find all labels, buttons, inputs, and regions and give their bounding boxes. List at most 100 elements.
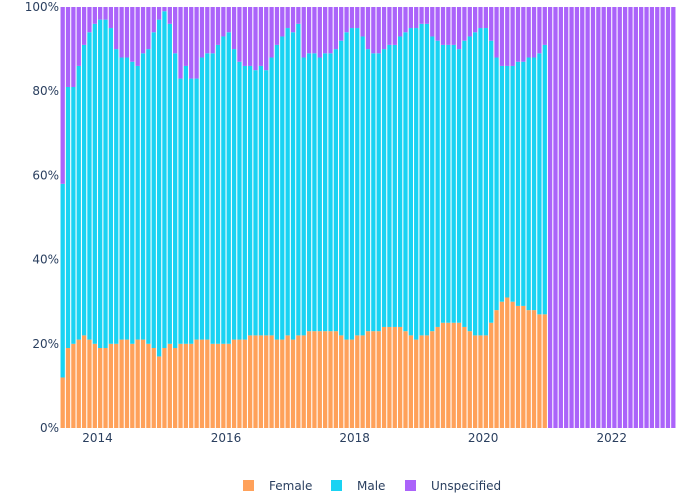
bar-segment-unspecified[interactable] xyxy=(408,7,413,29)
bar-segment-female[interactable] xyxy=(178,343,183,428)
bar-segment-unspecified[interactable] xyxy=(167,7,172,24)
bar-segment-female[interactable] xyxy=(456,322,462,428)
bar-segment-male[interactable] xyxy=(87,32,92,340)
bar-segment-female[interactable] xyxy=(65,348,71,428)
bar-segment-female[interactable] xyxy=(285,335,290,428)
bar-segment-female[interactable] xyxy=(87,339,92,428)
bar-segment-unspecified[interactable] xyxy=(135,7,140,66)
bar-segment-unspecified[interactable] xyxy=(371,7,376,54)
bar-segment-female[interactable] xyxy=(189,343,194,428)
bar-segment-male[interactable] xyxy=(440,44,446,323)
bar-segment-male[interactable] xyxy=(398,36,403,327)
bar-segment-female[interactable] xyxy=(398,326,403,428)
bar-segment-male[interactable] xyxy=(92,23,97,344)
bar-segment-male[interactable] xyxy=(392,44,397,327)
bar-segment-female[interactable] xyxy=(440,322,446,428)
bar-segment-female[interactable] xyxy=(301,335,306,428)
bar-segment-male[interactable] xyxy=(290,32,296,340)
bar-segment-male[interactable] xyxy=(226,32,231,344)
bar-segment-unspecified[interactable] xyxy=(328,7,333,54)
bar-segment-female[interactable] xyxy=(237,339,242,428)
bar-segment-male[interactable] xyxy=(371,53,376,332)
bar-segment-unspecified[interactable] xyxy=(87,7,92,33)
bar-segment-unspecified[interactable] xyxy=(472,7,478,33)
bar-segment-male[interactable] xyxy=(253,70,258,336)
bar-segment-female[interactable] xyxy=(451,322,456,428)
bar-segment-male[interactable] xyxy=(542,44,547,315)
bar-segment-unspecified[interactable] xyxy=(119,7,124,58)
bar-segment-unspecified[interactable] xyxy=(269,7,274,58)
bar-segment-male[interactable] xyxy=(365,49,371,332)
bar-segment-unspecified[interactable] xyxy=(103,7,108,20)
bar-segment-female[interactable] xyxy=(60,377,65,428)
bar-segment-female[interactable] xyxy=(339,335,344,428)
bar-segment-female[interactable] xyxy=(505,297,510,428)
bar-segment-male[interactable] xyxy=(108,28,114,344)
bar-segment-male[interactable] xyxy=(189,78,194,344)
bar-segment-unspecified[interactable] xyxy=(644,7,649,428)
bar-segment-unspecified[interactable] xyxy=(333,7,339,50)
bar-segment-male[interactable] xyxy=(403,32,408,332)
bar-segment-female[interactable] xyxy=(210,343,215,428)
bar-segment-unspecified[interactable] xyxy=(440,7,446,45)
bar-segment-male[interactable] xyxy=(456,49,462,323)
bar-segment-male[interactable] xyxy=(333,49,339,332)
bar-segment-unspecified[interactable] xyxy=(173,7,178,54)
bar-segment-female[interactable] xyxy=(274,339,280,428)
bar-segment-female[interactable] xyxy=(215,343,221,428)
bar-segment-female[interactable] xyxy=(462,326,467,428)
bar-segment-male[interactable] xyxy=(505,65,510,298)
bar-segment-unspecified[interactable] xyxy=(628,7,633,428)
bar-segment-male[interactable] xyxy=(360,36,365,336)
bar-segment-male[interactable] xyxy=(205,53,210,340)
bar-segment-female[interactable] xyxy=(414,339,419,428)
bar-segment-male[interactable] xyxy=(135,65,140,340)
bar-segment-unspecified[interactable] xyxy=(365,7,371,50)
bar-segment-male[interactable] xyxy=(114,49,119,344)
bar-segment-female[interactable] xyxy=(360,335,365,428)
bar-segment-female[interactable] xyxy=(312,331,317,428)
bar-segment-unspecified[interactable] xyxy=(98,7,103,20)
bar-segment-unspecified[interactable] xyxy=(339,7,344,41)
bar-segment-unspecified[interactable] xyxy=(285,7,290,29)
bar-segment-male[interactable] xyxy=(199,57,205,340)
bar-segment-unspecified[interactable] xyxy=(558,7,563,428)
bar-segment-female[interactable] xyxy=(103,348,108,428)
bar-segment-unspecified[interactable] xyxy=(108,7,114,29)
bar-segment-unspecified[interactable] xyxy=(290,7,296,33)
bar-segment-female[interactable] xyxy=(355,335,360,428)
bar-segment-unspecified[interactable] xyxy=(231,7,237,50)
bar-segment-unspecified[interactable] xyxy=(419,7,424,24)
bar-segment-male[interactable] xyxy=(462,40,467,327)
bar-segment-male[interactable] xyxy=(65,86,71,349)
bar-segment-unspecified[interactable] xyxy=(655,7,660,428)
bar-segment-unspecified[interactable] xyxy=(280,7,285,37)
bar-segment-unspecified[interactable] xyxy=(258,7,264,66)
bar-segment-unspecified[interactable] xyxy=(398,7,403,37)
bar-segment-male[interactable] xyxy=(81,44,87,336)
bar-segment-unspecified[interactable] xyxy=(381,7,387,50)
bar-segment-male[interactable] xyxy=(60,183,65,378)
bar-segment-female[interactable] xyxy=(135,339,140,428)
bar-segment-unspecified[interactable] xyxy=(199,7,205,58)
bar-segment-female[interactable] xyxy=(199,339,205,428)
bar-segment-female[interactable] xyxy=(156,356,162,428)
bar-segment-male[interactable] xyxy=(414,28,419,340)
bar-segment-female[interactable] xyxy=(333,331,339,428)
bar-segment-female[interactable] xyxy=(130,343,135,428)
bar-segment-unspecified[interactable] xyxy=(114,7,119,50)
bar-segment-unspecified[interactable] xyxy=(183,7,189,66)
bar-segment-male[interactable] xyxy=(387,44,392,327)
bar-segment-male[interactable] xyxy=(306,53,312,332)
bar-segment-unspecified[interactable] xyxy=(414,7,419,29)
bar-segment-male[interactable] xyxy=(317,57,322,332)
bar-segment-unspecified[interactable] xyxy=(355,7,360,29)
bar-segment-unspecified[interactable] xyxy=(178,7,183,79)
bar-segment-unspecified[interactable] xyxy=(526,7,531,58)
bar-segment-unspecified[interactable] xyxy=(189,7,194,79)
bar-segment-female[interactable] xyxy=(108,343,114,428)
bar-segment-female[interactable] xyxy=(98,348,103,428)
legend-item-male[interactable]: Male xyxy=(331,479,385,493)
bar-segment-male[interactable] xyxy=(537,53,542,315)
bar-segment-male[interactable] xyxy=(424,23,430,336)
